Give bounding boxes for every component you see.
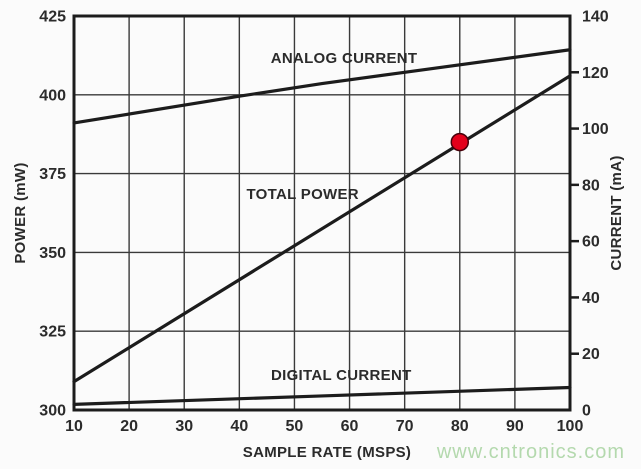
x-tick-label: 100 [557, 418, 584, 435]
y-left-tick-label: 300 [39, 403, 66, 420]
y-right-tick-label: 140 [582, 9, 609, 26]
y-right-axis-title: CURRENT (mA) [608, 155, 625, 270]
series-line-digital-current [72, 385, 572, 406]
x-tick-label: 40 [230, 418, 248, 435]
series-label-digital-current: DIGITAL CURRENT [271, 367, 412, 384]
watermark: www.cntronics.com [436, 441, 625, 463]
series-label-analog-current: ANALOG CURRENT [271, 50, 418, 67]
x-tick-label: 90 [506, 418, 524, 435]
x-tick-label: 20 [120, 418, 138, 435]
y-left-axis-title: POWER (mW) [12, 162, 29, 263]
x-tick-label: 10 [65, 418, 83, 435]
series-label-total-power: TOTAL POWER [246, 186, 358, 203]
y-right-tick-label: 100 [582, 121, 609, 138]
y-right-tick-label: 40 [582, 290, 600, 307]
x-tick-label: 60 [341, 418, 359, 435]
y-left-tick-label: 350 [39, 245, 66, 262]
x-tick-label: 30 [175, 418, 193, 435]
y-left-tick-label: 375 [39, 166, 66, 183]
series-line-analog-current [72, 48, 572, 125]
data-point-marker [450, 132, 470, 152]
x-tick-label: 80 [451, 418, 469, 435]
y-left-tick-label: 400 [39, 87, 66, 104]
x-tick-label: 50 [286, 418, 304, 435]
y-right-tick-label: 120 [582, 65, 609, 82]
y-right-tick-label: 60 [582, 234, 600, 251]
y-right-tick-label: 0 [582, 403, 591, 420]
plot-border [72, 14, 572, 412]
y-right-tick-label: 80 [582, 177, 600, 194]
x-tick-label: 70 [396, 418, 414, 435]
x-axis-title: SAMPLE RATE (MSPS) [243, 444, 411, 461]
y-left-tick-label: 425 [39, 9, 66, 26]
series-line-total-power [72, 74, 572, 384]
y-right-tick-label: 20 [582, 346, 600, 363]
y-left-tick-label: 325 [39, 324, 66, 341]
